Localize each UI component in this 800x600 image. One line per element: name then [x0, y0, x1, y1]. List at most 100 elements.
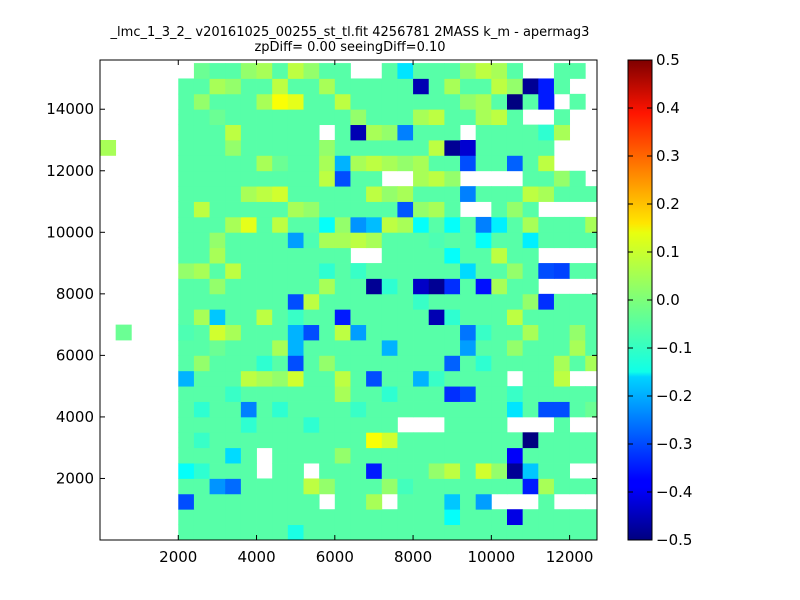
plot-frame: [99, 59, 598, 541]
heatmap-cell: [397, 263, 414, 279]
heatmap-cell: [460, 232, 477, 249]
heatmap-cell: [366, 386, 383, 402]
heatmap-cell: [475, 263, 492, 279]
heatmap-cell: [178, 416, 195, 433]
heatmap-cell: [585, 509, 598, 526]
heatmap-cell: [491, 416, 508, 433]
heatmap-cell: [366, 401, 383, 418]
heatmap-cell: [428, 247, 445, 264]
heatmap-cell: [303, 186, 320, 202]
heatmap-cell: [193, 78, 210, 95]
heatmap-cell: [428, 278, 445, 295]
heatmap-cell: [475, 340, 492, 356]
heatmap-cell: [240, 63, 257, 79]
heatmap-cell: [460, 186, 477, 202]
heatmap-cell: [460, 293, 477, 310]
heatmap-cell: [287, 370, 304, 387]
heatmap-cell: [475, 309, 492, 326]
heatmap-cell: [428, 232, 445, 249]
heatmap-cell: [350, 140, 367, 156]
heatmap-cell: [444, 293, 461, 310]
heatmap-cell: [319, 401, 336, 418]
heatmap-cell: [366, 140, 383, 156]
heatmap-cell: [178, 355, 195, 372]
heatmap-cell: [350, 524, 367, 541]
heatmap-cell: [193, 309, 210, 326]
heatmap-cell: [506, 463, 524, 479]
heatmap-cell: [585, 340, 598, 356]
heatmap-cell: [460, 78, 477, 95]
axes: 2000 4000 6000 8000 10000 12000 2000 4000 6000 80…: [46, 60, 597, 566]
heatmap-cell: [413, 170, 430, 187]
heatmap-cell: [256, 232, 273, 249]
heatmap-cell: [319, 78, 336, 95]
heatmap-cell: [240, 263, 257, 279]
heatmap-cell: [553, 355, 571, 372]
heatmap-cell: [491, 216, 508, 233]
heatmap-cell: [303, 263, 320, 279]
heatmap-cell: [475, 124, 492, 141]
heatmap-cell: [209, 432, 226, 449]
colorbar-tick-label: 0.4: [656, 99, 680, 117]
heatmap-cell: [178, 447, 195, 464]
heatmap-cell: [585, 386, 598, 402]
heatmap-cell: [569, 447, 586, 464]
heatmap-cell: [569, 355, 586, 372]
heatmap-cell: [569, 386, 586, 402]
heatmap-cell: [287, 93, 304, 110]
heatmap-cell: [287, 324, 304, 341]
heatmap-cell: [491, 155, 508, 172]
heatmap-cell: [303, 293, 320, 310]
heatmap-cell: [413, 186, 430, 202]
heatmap-cell: [522, 463, 539, 479]
heatmap-cell: [381, 309, 398, 326]
heatmap-cell: [522, 524, 539, 541]
heatmap-cell: [240, 232, 257, 249]
heatmap-cell: [350, 355, 367, 372]
heatmap-cell: [287, 493, 304, 510]
heatmap-cell: [538, 93, 555, 110]
heatmap-cell: [585, 324, 598, 341]
heatmap-cell: [569, 309, 586, 326]
heatmap-cell: [381, 324, 398, 341]
heatmap-cell: [475, 232, 492, 249]
heatmap-cell: [506, 247, 524, 264]
heatmap-cell: [209, 63, 226, 79]
heatmap-cell: [334, 432, 351, 449]
heatmap-cell: [240, 324, 257, 341]
heatmap-cell: [256, 324, 273, 341]
heatmap-cell: [334, 340, 351, 356]
heatmap-cell: [209, 201, 226, 218]
heatmap-cell: [256, 432, 273, 449]
chart-subtitle: zpDiff= 0.00 seeingDiff=0.10: [254, 40, 446, 55]
heatmap-cell: [397, 309, 414, 326]
heatmap-cell: [444, 432, 461, 449]
heatmap-cell: [272, 478, 289, 495]
heatmap-cell: [553, 170, 571, 187]
heatmap-cell: [522, 170, 539, 187]
heatmap-cell: [381, 232, 398, 249]
heatmap-cell: [381, 278, 398, 295]
heatmap-cell: [178, 247, 195, 264]
heatmap-cell: [413, 478, 430, 495]
heatmap-cell: [506, 63, 524, 79]
heatmap-cell: [475, 447, 492, 464]
heatmap-cell: [334, 493, 351, 510]
heatmap-cell: [193, 355, 210, 372]
heatmap-cell: [225, 278, 242, 295]
heatmap-cell: [334, 324, 351, 341]
heatmap-cell: [444, 109, 461, 126]
heatmap-cell: [538, 216, 555, 233]
heatmap-cell: [538, 324, 555, 341]
heatmap-cell: [272, 509, 289, 526]
heatmap-cell: [428, 93, 445, 110]
heatmap-cell: [444, 524, 461, 541]
heatmap-cell: [178, 263, 195, 279]
heatmap-cell: [225, 232, 242, 249]
heatmap-cell: [381, 263, 398, 279]
heatmap-cell: [178, 186, 195, 202]
heatmap-cell: [569, 324, 586, 341]
heatmap-cell: [444, 140, 461, 156]
heatmap-cell: [428, 432, 445, 449]
heatmap-cell: [178, 216, 195, 233]
